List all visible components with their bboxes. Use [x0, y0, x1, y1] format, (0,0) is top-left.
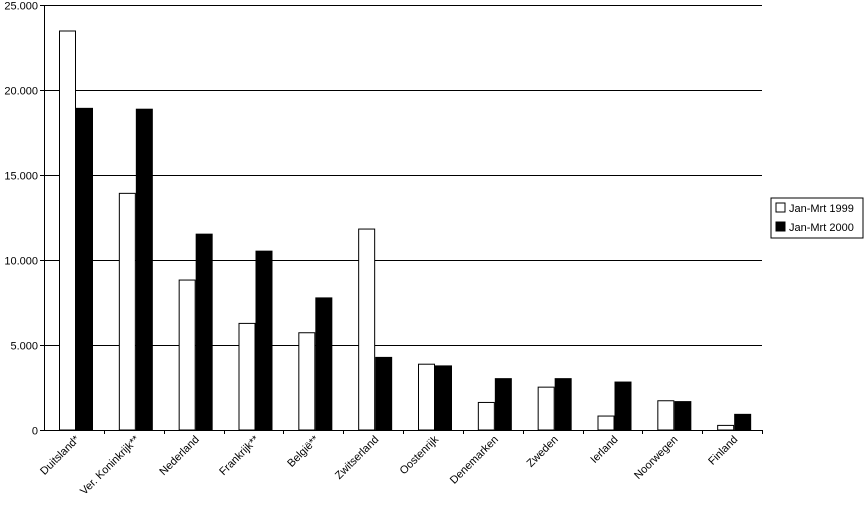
- bar-2000: [135, 108, 153, 431]
- legend-swatch-1999: [775, 202, 786, 213]
- bar-1999: [597, 415, 615, 431]
- bar-1999: [238, 322, 256, 431]
- bar-2000: [76, 107, 93, 431]
- x-tick-label: Ver. Koninkrijk**: [78, 433, 142, 497]
- x-tick-label: Denemarken: [448, 434, 501, 487]
- x-tick-label: Ierland: [588, 434, 620, 466]
- legend: Jan-Mrt 1999 Jan-Mrt 2000: [770, 197, 864, 239]
- legend-label-1999: Jan-Mrt 1999: [789, 203, 854, 215]
- bar-1999: [477, 401, 495, 431]
- bar-2000: [435, 365, 452, 431]
- bar-2000: [494, 378, 512, 431]
- bar-1999: [537, 386, 555, 431]
- x-tick-label: Zweden: [525, 434, 561, 470]
- bar-1999: [298, 332, 316, 431]
- bar-1999: [358, 228, 376, 431]
- bar-1999: [717, 424, 735, 431]
- x-tick-label: Finland: [706, 434, 740, 468]
- legend-box: [770, 197, 864, 239]
- x-tick-label: Frankrijk**: [217, 433, 262, 478]
- bar-2000: [674, 401, 692, 431]
- bar-1999: [657, 400, 675, 431]
- bar-2000: [375, 356, 393, 431]
- bar-1999: [418, 363, 435, 431]
- bar-1999: [118, 192, 136, 431]
- bar-2000: [554, 378, 572, 431]
- x-tick-label: Oostenrijk: [398, 433, 442, 477]
- x-tick-label: Zwitserland: [333, 434, 381, 482]
- bar-2000: [734, 413, 752, 431]
- x-tick-label: Nederland: [157, 434, 201, 478]
- y-tick-label: 5.000: [10, 341, 38, 353]
- bar-1999: [178, 279, 196, 431]
- y-tick-label: 20.000: [4, 86, 38, 98]
- x-tick-labels: Duitsland*Ver. Koninkrijk** Nederland Fran…: [38, 433, 740, 497]
- axes: [40, 5, 763, 434]
- x-tick-label: Noorwegen: [632, 434, 680, 482]
- bar-2000: [195, 233, 213, 431]
- bar-2000: [315, 297, 333, 431]
- legend-swatch-2000: [775, 221, 786, 232]
- y-tick-labels: 0 5.000 10.000 15.000 20.000 25.000: [4, 1, 38, 438]
- y-tick-label: 10.000: [4, 256, 38, 268]
- y-tick-label: 15.000: [4, 171, 38, 183]
- bar-2000: [614, 381, 632, 431]
- y-tick-label: 0: [32, 426, 38, 438]
- gridlines: [44, 5, 762, 346]
- legend-label-2000: Jan-Mrt 2000: [789, 222, 854, 234]
- bar-1999: [59, 30, 76, 431]
- bar-2000: [255, 250, 273, 431]
- x-tick-label: Duitsland*: [38, 433, 82, 477]
- x-tick-label: België**: [285, 433, 322, 470]
- y-tick-label: 25.000: [4, 1, 38, 13]
